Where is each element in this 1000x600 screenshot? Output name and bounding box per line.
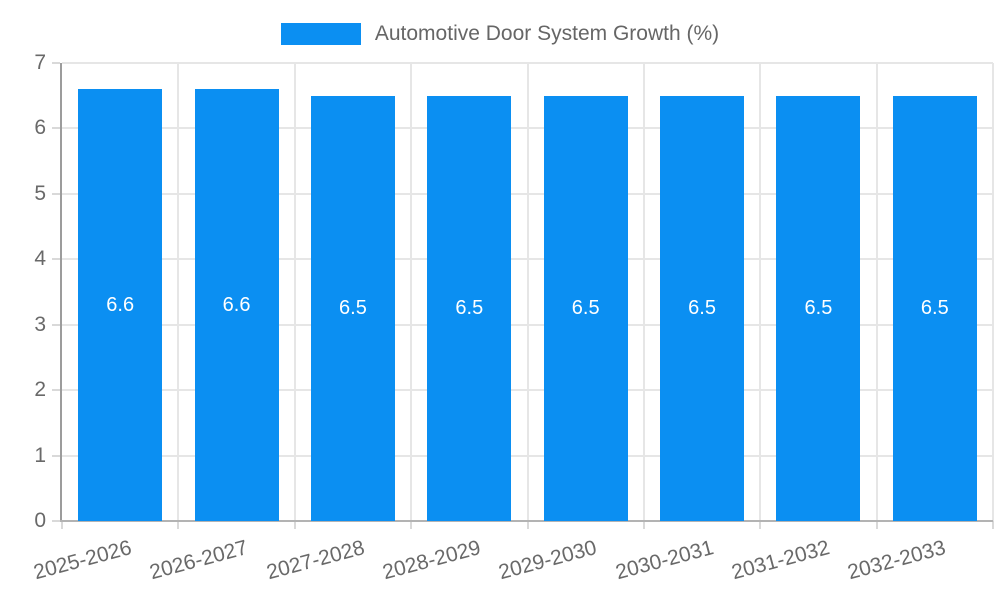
y-axis-tick [52, 389, 60, 392]
bar-2025-2026[interactable] [78, 89, 163, 521]
bar-value-label: 6.5 [920, 297, 949, 320]
bar-2030-2031[interactable] [660, 95, 745, 521]
gridline-vertical [410, 63, 413, 521]
x-axis-tick [642, 521, 645, 529]
x-axis-tick [526, 521, 529, 529]
y-axis-tick [52, 520, 60, 522]
gridline-vertical [526, 63, 529, 521]
x-axis-tick-label: 2026-2027 [147, 536, 251, 585]
x-axis-line [60, 520, 993, 522]
gridline-vertical [759, 63, 762, 521]
y-axis-tick [52, 192, 60, 195]
x-axis-tick-label: 2030-2031 [612, 536, 716, 585]
x-axis-tick [759, 521, 762, 529]
y-axis-tick-label: 7 [34, 51, 46, 75]
y-axis-tick-label: 0 [34, 509, 46, 533]
y-axis-tick-label: 6 [34, 116, 46, 140]
y-axis-tick-label: 1 [34, 443, 46, 467]
bar-2032-2033[interactable] [892, 95, 977, 521]
gridline-vertical [293, 63, 296, 521]
x-axis-tick [61, 521, 63, 529]
legend[interactable]: Automotive Door System Growth (%) [0, 22, 1000, 46]
plot-area: 0 1 2 3 4 5 6 7 6.6 2025-2026 6.6 2026-2027 6.5 2027-… [31, 52, 994, 584]
y-axis-tick [52, 62, 60, 64]
bar-2027-2028[interactable] [310, 95, 395, 521]
legend-swatch-icon [280, 23, 361, 45]
x-axis-tick-label: 2032-2033 [845, 536, 949, 585]
y-axis-tick-label: 5 [34, 181, 46, 205]
y-axis-tick-label: 2 [34, 378, 46, 402]
y-axis-tick [52, 323, 60, 326]
x-axis-tick-label: 2031-2032 [729, 536, 833, 585]
x-axis-tick-label: 2029-2030 [496, 536, 600, 585]
x-axis-tick [992, 521, 994, 529]
y-axis-tick [52, 127, 60, 130]
gridline-vertical [642, 63, 645, 521]
gridline-vertical [875, 63, 878, 521]
x-axis-tick-label: 2025-2026 [30, 536, 134, 585]
y-axis-tick [52, 454, 60, 457]
bar-value-label: 6.5 [571, 297, 600, 320]
bar-value-label: 6.5 [339, 297, 367, 320]
x-axis-tick [410, 521, 413, 529]
gridline-vertical [177, 63, 180, 521]
x-axis-tick-label: 2028-2029 [380, 536, 484, 585]
y-axis-tick-label: 4 [34, 247, 46, 271]
x-axis-tick [177, 521, 180, 529]
gridline-vertical [992, 63, 994, 521]
bar-value-label: 6.6 [222, 294, 251, 317]
bar-2028-2029[interactable] [427, 95, 512, 521]
bar-2029-2030[interactable] [543, 95, 628, 521]
x-axis-tick-label: 2027-2028 [263, 536, 367, 585]
y-axis-line [60, 63, 62, 521]
bar-2031-2032[interactable] [776, 95, 861, 521]
bar-value-label: 6.5 [688, 297, 716, 320]
legend-label: Automotive Door System Growth (%) [374, 22, 720, 45]
bar-2026-2027[interactable] [194, 89, 279, 521]
bar-value-label: 6.5 [455, 297, 484, 320]
y-axis-tick-label: 3 [34, 312, 46, 336]
x-axis-tick [875, 521, 878, 529]
x-axis-tick [293, 521, 296, 529]
bar-value-label: 6.6 [106, 294, 135, 317]
y-axis-tick [52, 258, 60, 261]
bar-value-label: 6.5 [804, 297, 833, 320]
